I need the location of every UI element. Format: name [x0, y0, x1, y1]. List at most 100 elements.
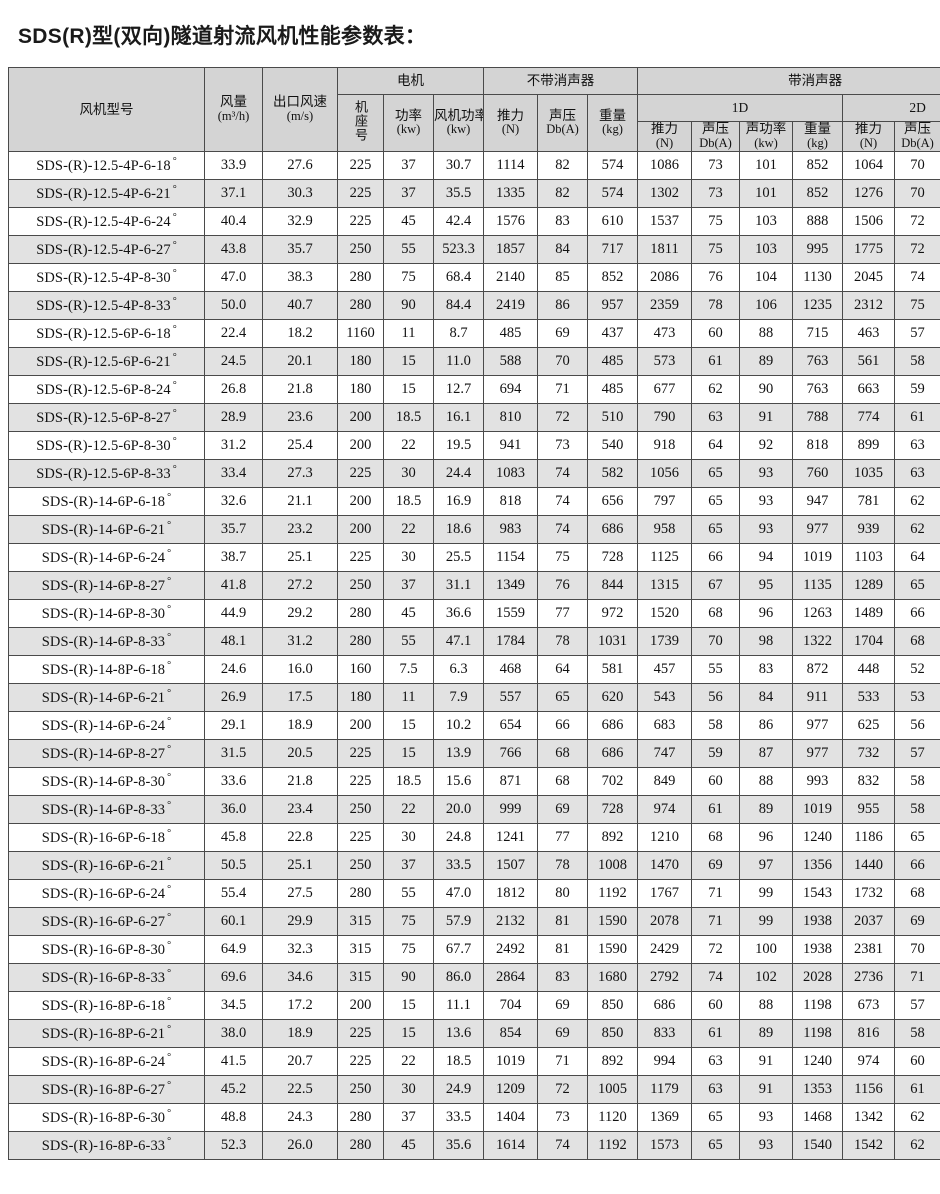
cell-ns-weight: 728	[587, 542, 639, 572]
cell-1d-sound-pressure: 68	[691, 598, 741, 628]
cell-fan-power: 47.0	[432, 878, 485, 908]
header-1d-pw-unit: (kw)	[754, 135, 778, 150]
cell-frame-number: 225	[337, 458, 384, 488]
cell-frame-number: 200	[337, 402, 384, 432]
cell-ns-weight: 852	[587, 262, 639, 292]
cell-motor-power: 37	[383, 150, 434, 180]
cell-1d-sound-power: 86	[739, 710, 794, 740]
cell-flow: 50.5	[204, 850, 263, 880]
cell-1d-thrust: 1739	[637, 626, 693, 656]
table-row: SDS-(R)-14-6P-6-21 ° 26.9 17.5 180 11 7.9 557 65…	[8, 682, 940, 712]
cell-1d-sound-power: 102	[739, 962, 794, 992]
cell-1d-sound-pressure: 73	[691, 150, 741, 180]
cell-fan-power: 24.9	[432, 1074, 485, 1104]
cell-2d-thrust: 663	[842, 374, 896, 404]
header-1d-pw-label: 声功率	[745, 121, 787, 136]
degree-symbol: °	[167, 772, 172, 784]
table-row: SDS-(R)-12.5-4P-6-24 ° 40.4 32.9 225 45 42.4 15…	[8, 206, 940, 236]
header-motor-power-label: 功率	[395, 107, 422, 123]
cell-1d-weight: 2028	[792, 962, 844, 992]
table-row: SDS-(R)-16-8P-6-33 ° 52.3 26.0 280 45 35.6 1614…	[8, 1130, 940, 1160]
cell-velocity: 25.1	[262, 850, 338, 880]
cell-model: SDS-(R)-14-6P-8-30 °	[8, 766, 205, 796]
cell-ns-sound-pressure: 64	[537, 654, 589, 684]
table-row: SDS-(R)-12.5-4P-6-18 ° 33.9 27.6 225 37 30.7 11…	[8, 150, 940, 180]
cell-1d-weight: 818	[792, 430, 844, 460]
cell-1d-sound-power: 92	[739, 430, 794, 460]
cell-ns-sound-pressure: 73	[537, 430, 589, 460]
cell-1d-sound-power: 101	[739, 150, 794, 180]
degree-symbol: °	[167, 688, 172, 700]
cell-1d-weight: 1135	[792, 570, 844, 600]
cell-ns-sound-pressure: 80	[537, 878, 589, 908]
cell-2d-thrust: 1704	[842, 626, 896, 656]
cell-flow: 38.0	[204, 1018, 263, 1048]
cell-motor-power: 30	[383, 1074, 434, 1104]
cell-motor-power: 11	[383, 318, 434, 348]
cell-motor-power: 22	[383, 1046, 434, 1076]
cell-ns-weight: 686	[587, 710, 639, 740]
table-row: SDS-(R)-12.5-4P-8-33 ° 50.0 40.7 280 90 84.4 24…	[8, 290, 940, 320]
cell-frame-number: 225	[337, 766, 384, 796]
cell-frame-number: 180	[337, 346, 384, 376]
degree-symbol: °	[172, 324, 177, 336]
cell-flow: 47.0	[204, 262, 263, 292]
cell-ns-weight: 850	[587, 990, 639, 1020]
degree-symbol: °	[172, 408, 177, 420]
cell-model: SDS-(R)-12.5-4P-6-18 °	[8, 150, 205, 180]
cell-motor-power: 30	[383, 458, 434, 488]
cell-model: SDS-(R)-16-6P-8-33 °	[8, 962, 205, 992]
table-row: SDS-(R)-14-6P-6-24 ° 38.7 25.1 225 30 25.5 1154…	[8, 542, 940, 572]
cell-fan-power: 19.5	[432, 430, 485, 460]
cell-motor-power: 30	[383, 542, 434, 572]
cell-1d-sound-pressure: 60	[691, 318, 741, 348]
cell-2d-thrust: 955	[842, 794, 896, 824]
cell-ns-thrust: 1559	[483, 598, 539, 628]
cell-2d-sound-pressure: 63	[894, 430, 940, 460]
cell-fan-power: 33.5	[432, 850, 485, 880]
cell-1d-weight: 1540	[792, 1130, 844, 1160]
cell-1d-sound-power: 93	[739, 458, 794, 488]
header-1d-weight-unit: (kg)	[807, 135, 828, 150]
cell-velocity: 40.7	[262, 290, 338, 320]
table-row: SDS-(R)-14-6P-8-27 ° 41.8 27.2 250 37 31.1 1349…	[8, 570, 940, 600]
cell-flow: 26.9	[204, 682, 263, 712]
header-1d-weight-label: 重量	[804, 121, 832, 136]
cell-frame-number: 280	[337, 878, 384, 908]
cell-ns-sound-pressure: 68	[537, 738, 589, 768]
cell-1d-sound-power: 93	[739, 514, 794, 544]
cell-1d-sound-pressure: 71	[691, 878, 741, 908]
cell-2d-sound-pressure: 58	[894, 794, 940, 824]
cell-2d-thrust: 625	[842, 710, 896, 740]
cell-2d-sound-pressure: 52	[894, 654, 940, 684]
cell-ns-weight: 485	[587, 374, 639, 404]
cell-velocity: 17.5	[262, 682, 338, 712]
header-1d-thrust-label: 推力	[651, 121, 679, 136]
cell-frame-number: 225	[337, 1018, 384, 1048]
header-ns-thrust-label: 推力	[497, 107, 525, 123]
cell-motor-power: 37	[383, 1102, 434, 1132]
cell-2d-sound-pressure: 58	[894, 1018, 940, 1048]
cell-flow: 33.6	[204, 766, 263, 796]
cell-fan-power: 11.0	[432, 346, 485, 376]
cell-2d-thrust: 899	[842, 430, 896, 460]
cell-ns-thrust: 983	[483, 514, 539, 544]
cell-frame-number: 160	[337, 654, 384, 684]
degree-symbol: °	[167, 828, 172, 840]
cell-2d-thrust: 2736	[842, 962, 896, 992]
cell-ns-weight: 892	[587, 1046, 639, 1076]
cell-ns-weight: 686	[587, 738, 639, 768]
cell-frame-number: 315	[337, 906, 384, 936]
cell-2d-thrust: 1342	[842, 1102, 896, 1132]
degree-symbol: °	[167, 1136, 172, 1148]
cell-ns-weight: 850	[587, 1018, 639, 1048]
cell-model: SDS-(R)-16-8P-6-27 °	[8, 1074, 205, 1104]
degree-symbol: °	[167, 1024, 172, 1036]
degree-symbol: °	[167, 520, 172, 532]
cell-motor-power: 90	[383, 290, 434, 320]
header-row-group: 风机型号 风量 (m³/h) 出口风速 (m/s) 电机 不带消声器 带消声器	[8, 67, 940, 152]
cell-flow: 33.4	[204, 458, 263, 488]
cell-2d-sound-pressure: 53	[894, 682, 940, 712]
cell-1d-sound-power: 104	[739, 262, 794, 292]
cell-velocity: 25.1	[262, 542, 338, 572]
